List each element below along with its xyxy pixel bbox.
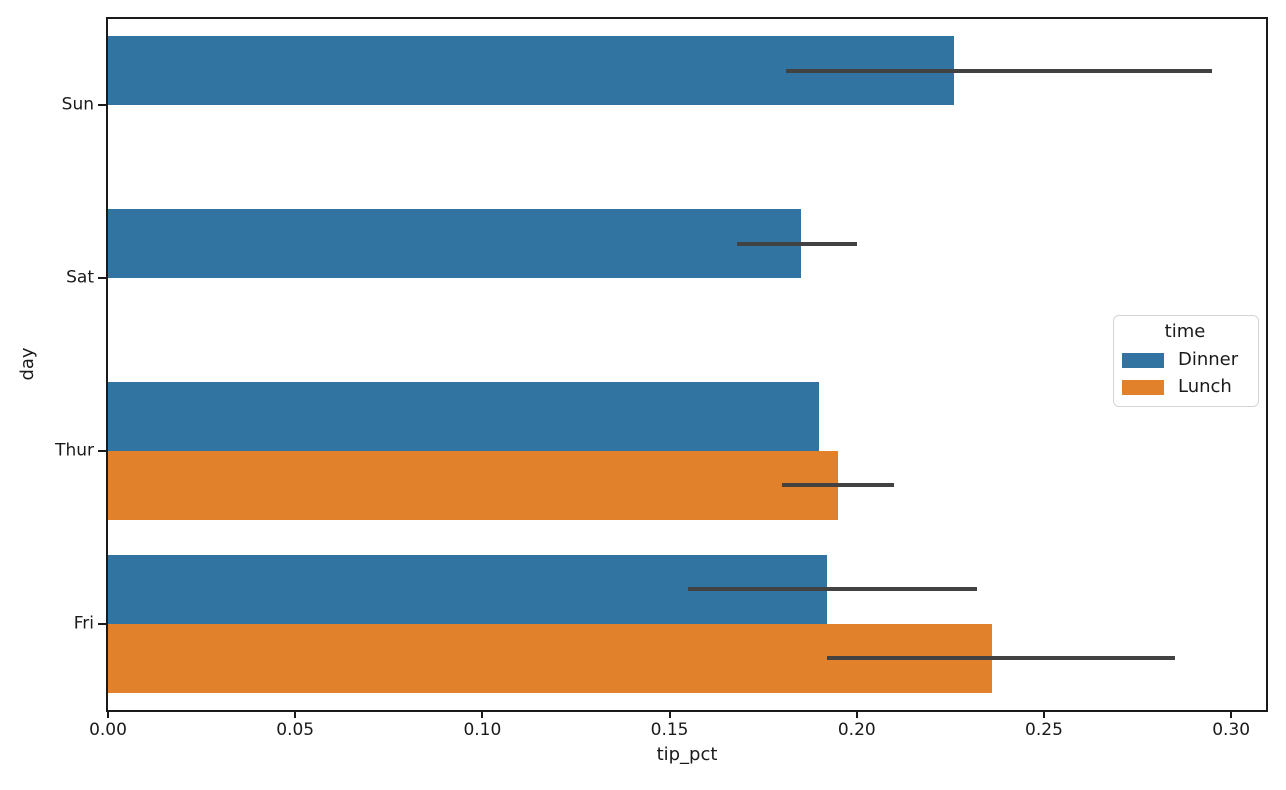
y-tick bbox=[98, 449, 106, 452]
x-tick bbox=[107, 710, 109, 718]
bar-thur-dinner bbox=[108, 381, 820, 451]
x-tick bbox=[1230, 710, 1233, 718]
legend-label-lunch: Lunch bbox=[1178, 376, 1232, 397]
x-tick bbox=[294, 710, 297, 718]
error-bar-fri-lunch bbox=[826, 656, 1175, 661]
x-tick-label: 0.30 bbox=[1212, 720, 1251, 740]
error-bar-thur-lunch bbox=[781, 483, 895, 488]
x-tick bbox=[1042, 710, 1045, 718]
plot-area: 0.00 0.05 0.10 0.15 0.20 0.25 0.30 Sun Sat Thur Fr… bbox=[55, 17, 1268, 764]
y-tick bbox=[98, 104, 106, 107]
y-tick bbox=[98, 622, 106, 625]
error-bar-fri-dinner bbox=[688, 587, 977, 592]
legend-swatch-lunch-icon bbox=[1122, 379, 1164, 395]
legend-label-dinner: Dinner bbox=[1178, 349, 1239, 370]
x-tick bbox=[481, 710, 484, 718]
y-tick-label: Sun bbox=[61, 94, 94, 115]
y-tick-label: Fri bbox=[73, 613, 94, 634]
y-axis-label: day bbox=[17, 347, 38, 381]
legend: time Dinner Lunch bbox=[1113, 315, 1259, 407]
y-tick-label: Sat bbox=[66, 267, 94, 288]
legend-row-dinner: Dinner bbox=[1122, 351, 1248, 369]
bar-sat-dinner bbox=[108, 209, 801, 279]
x-tick-label: 0.05 bbox=[276, 720, 315, 740]
x-axis-label: tip_pct bbox=[656, 744, 718, 765]
x-tick-label: 0.00 bbox=[89, 720, 127, 740]
x-tick-label: 0.15 bbox=[650, 720, 689, 740]
x-tick bbox=[855, 710, 858, 718]
y-tick bbox=[98, 277, 106, 280]
error-bar-sun-dinner bbox=[785, 68, 1213, 73]
y-tick-label: Thur bbox=[55, 440, 94, 461]
bar-thur-lunch bbox=[108, 450, 839, 520]
x-tick-label: 0.25 bbox=[1025, 720, 1063, 740]
error-bar-sat-dinner bbox=[736, 241, 857, 246]
legend-swatch-dinner-icon bbox=[1122, 352, 1164, 368]
x-tick-label: 0.10 bbox=[463, 720, 502, 740]
legend-row-lunch: Lunch bbox=[1122, 378, 1248, 396]
legend-title: time bbox=[1164, 321, 1206, 342]
x-tick-label: 0.20 bbox=[837, 720, 876, 740]
x-tick bbox=[668, 710, 671, 718]
